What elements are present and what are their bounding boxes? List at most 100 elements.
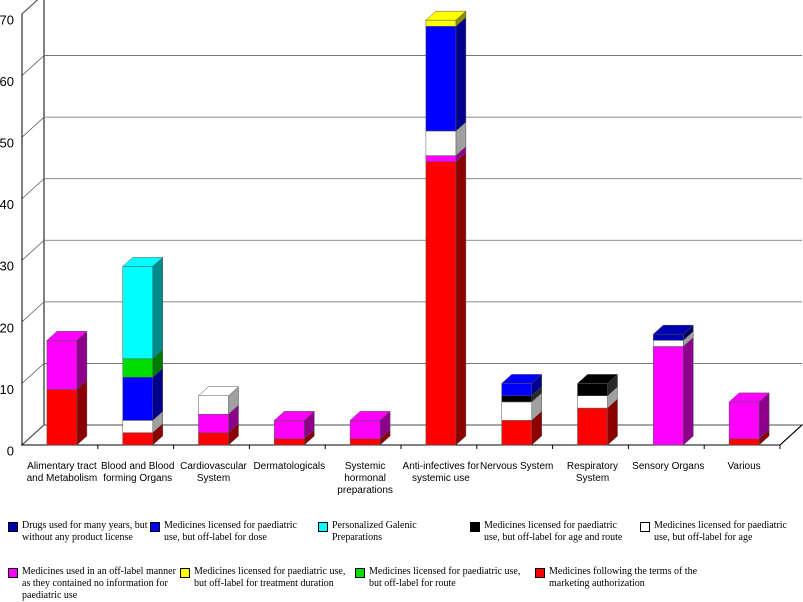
bar-front (501, 401, 532, 421)
y-tick-label: 40 (0, 197, 14, 212)
bar-segment (425, 152, 467, 446)
grid-line (21, 363, 802, 384)
bar-segment (198, 386, 239, 415)
legend-label: Medicines following the terms of the mar… (549, 566, 698, 589)
y-tick-label: 20 (0, 320, 14, 335)
legend-swatch (355, 568, 365, 578)
legend-label: Personalized Galenic Preparations (332, 520, 417, 543)
bar-front (728, 438, 760, 446)
legend-swatch (535, 568, 545, 578)
legend-item: Medicines following the terms of the mar… (535, 566, 705, 590)
bar-segment (577, 373, 618, 397)
bar-top (273, 411, 315, 421)
bar-front (122, 358, 153, 378)
legend-swatch (318, 522, 328, 532)
bar-top (197, 386, 240, 396)
back-wall (21, 0, 45, 447)
bar-front (198, 432, 229, 446)
bar-segment (46, 380, 88, 446)
bar-side (455, 152, 467, 446)
legend-label: Medicines licensed for paediatric use, b… (194, 566, 346, 589)
legend-item: Personalized Galenic Preparations (318, 520, 468, 544)
bar-side (455, 16, 467, 132)
x-tick-label: Respiratory System (566, 461, 619, 484)
bar-front (653, 346, 684, 446)
grid-line (21, 55, 802, 76)
bar-top (46, 331, 88, 341)
grid-line (21, 301, 802, 323)
legend-swatch (150, 522, 160, 532)
bar-top (122, 257, 164, 267)
x-tick-label: Various (727, 461, 761, 472)
x-tick-label: Sensory Organs (632, 461, 705, 472)
y-tick-label: 50 (0, 136, 14, 151)
bar-segment (122, 256, 163, 360)
legend-label: Medicines licensed for paediatric use, b… (654, 520, 787, 543)
x-tick-label: Blood and Blood forming Organs (100, 461, 175, 484)
bar-front (653, 340, 684, 347)
bar-segment (425, 16, 467, 132)
bar-front (122, 432, 153, 446)
bar-front (425, 155, 457, 163)
bar-segment (122, 367, 163, 421)
x-axis-end (779, 424, 803, 446)
grid-line (21, 0, 38, 15)
bar-segment (122, 410, 163, 434)
bar-top (425, 10, 467, 21)
bar-front (653, 333, 684, 341)
bar-side (76, 380, 88, 446)
x-tick-label: Alimentary tract and Metabolism (26, 461, 98, 484)
bar-segment (653, 336, 694, 446)
x-tick-label: Dermatologicals (253, 461, 326, 472)
bar-front (501, 395, 532, 403)
bar-segment (46, 330, 88, 391)
bar-side (152, 256, 163, 360)
legend-item: Medicines licensed for paediatric use, b… (355, 566, 525, 590)
bar-top (652, 324, 694, 335)
bar-front (122, 377, 153, 421)
bar-front (46, 340, 78, 390)
x-tick-label: Systemic hormonal preparations (337, 461, 393, 496)
bar-front (425, 130, 457, 156)
legend-label: Medicines licensed for paediatric use, b… (164, 520, 297, 543)
legend-swatch (180, 568, 190, 578)
legend-item: Medicines used in an off-label manner as… (8, 566, 178, 602)
legend-item: Medicines licensed for paediatric use, b… (470, 520, 635, 544)
bar-front (274, 438, 305, 446)
legend-item: Medicines licensed for paediatric use, b… (150, 520, 310, 544)
legend-item: Drugs used for many years, but without a… (8, 520, 148, 544)
grid-line (21, 424, 802, 446)
legend-swatch (640, 522, 650, 532)
bar-front (198, 395, 229, 415)
bar-segment (198, 423, 239, 446)
y-tick-label: 10 (0, 382, 14, 397)
legend-label: Drugs used for many years, but without a… (22, 520, 148, 543)
legend-item: Medicines licensed for paediatric use, b… (180, 566, 350, 590)
y-tick-label: 0 (7, 443, 14, 458)
bar-segment (501, 410, 542, 446)
bar-front (501, 420, 532, 446)
bar-front (198, 413, 229, 433)
bar-side (76, 330, 88, 391)
grid-line (21, 116, 802, 138)
bar-front (425, 19, 457, 27)
bar-front (122, 266, 153, 360)
bar-front (577, 383, 608, 396)
bar-segment (425, 121, 467, 157)
x-tick-label: Nervous System (480, 461, 554, 472)
bar-front (501, 383, 532, 396)
legend-label: Medicines licensed for paediatric use, b… (369, 566, 521, 589)
bar-front (46, 389, 78, 446)
legend-swatch (8, 522, 18, 532)
bar-top (728, 392, 770, 403)
legend-item: Medicines licensed for paediatric use, b… (640, 520, 800, 544)
y-tick-label: 60 (0, 74, 14, 89)
bar-front (349, 420, 381, 440)
legend-swatch (470, 522, 480, 532)
legend-label: Medicines used in an off-label manner as… (22, 566, 176, 601)
bar-top (349, 411, 391, 421)
legend-swatch (8, 568, 18, 578)
bar-side (683, 336, 694, 446)
bar-front (425, 161, 457, 446)
